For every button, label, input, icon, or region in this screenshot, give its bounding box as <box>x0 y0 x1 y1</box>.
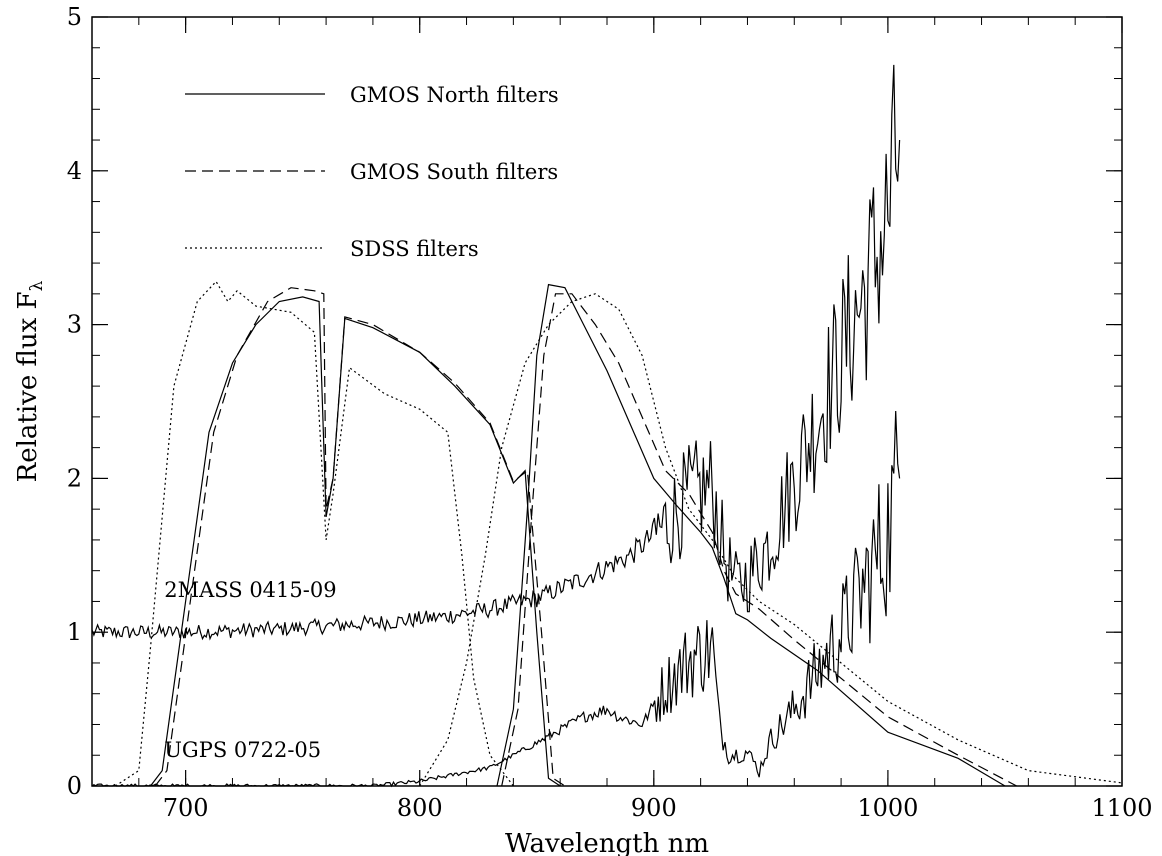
legend-label: GMOS South filters <box>350 160 558 184</box>
y-tick-label: 5 <box>67 3 82 31</box>
x-tick-label: 1000 <box>857 794 918 822</box>
x-tick-label: 800 <box>397 794 443 822</box>
annotation-label: UGPS 0722-05 <box>164 738 321 762</box>
x-tick-label: 900 <box>631 794 677 822</box>
series-layer <box>91 64 1123 788</box>
series-line-7 <box>91 410 901 788</box>
x-tick-label: 1100 <box>1091 794 1152 822</box>
series-line-5 <box>419 293 1123 787</box>
tick-labels: 700 800 900 1000 1100 0 1 2 3 4 5 <box>67 3 1153 822</box>
legend-label: SDSS filters <box>350 237 479 261</box>
minor-ticks <box>91 16 1123 787</box>
legend-label: GMOS North filters <box>350 83 559 107</box>
y-tick-label: 4 <box>67 157 82 185</box>
annotation-label: 2MASS 0415-09 <box>164 578 336 602</box>
y-axis-label-text: Relative flux F <box>13 291 43 482</box>
x-axis-label: Wavelength nm <box>505 829 709 856</box>
series-line-2 <box>115 280 514 787</box>
y-tick-label: 2 <box>67 464 82 492</box>
y-tick-label: 3 <box>67 311 82 339</box>
y-axis-label-subscript: λ <box>27 280 47 291</box>
y-axis-label: Relative flux Fλ <box>13 280 47 482</box>
series-line-4 <box>501 293 1017 787</box>
series-line-6 <box>91 64 901 641</box>
legend: GMOS North filters GMOS South filters SDSS… <box>185 83 559 261</box>
y-tick-label: 1 <box>67 618 82 646</box>
series-line-0 <box>150 296 561 787</box>
plot-frame <box>91 16 1123 787</box>
x-tick-label: 700 <box>163 794 209 822</box>
series-line-1 <box>154 287 566 787</box>
annotations: 2MASS 0415-09 UGPS 0722-05 <box>164 578 336 762</box>
major-ticks <box>92 16 1123 787</box>
series-line-3 <box>496 283 1006 787</box>
y-tick-label: 0 <box>67 772 82 800</box>
